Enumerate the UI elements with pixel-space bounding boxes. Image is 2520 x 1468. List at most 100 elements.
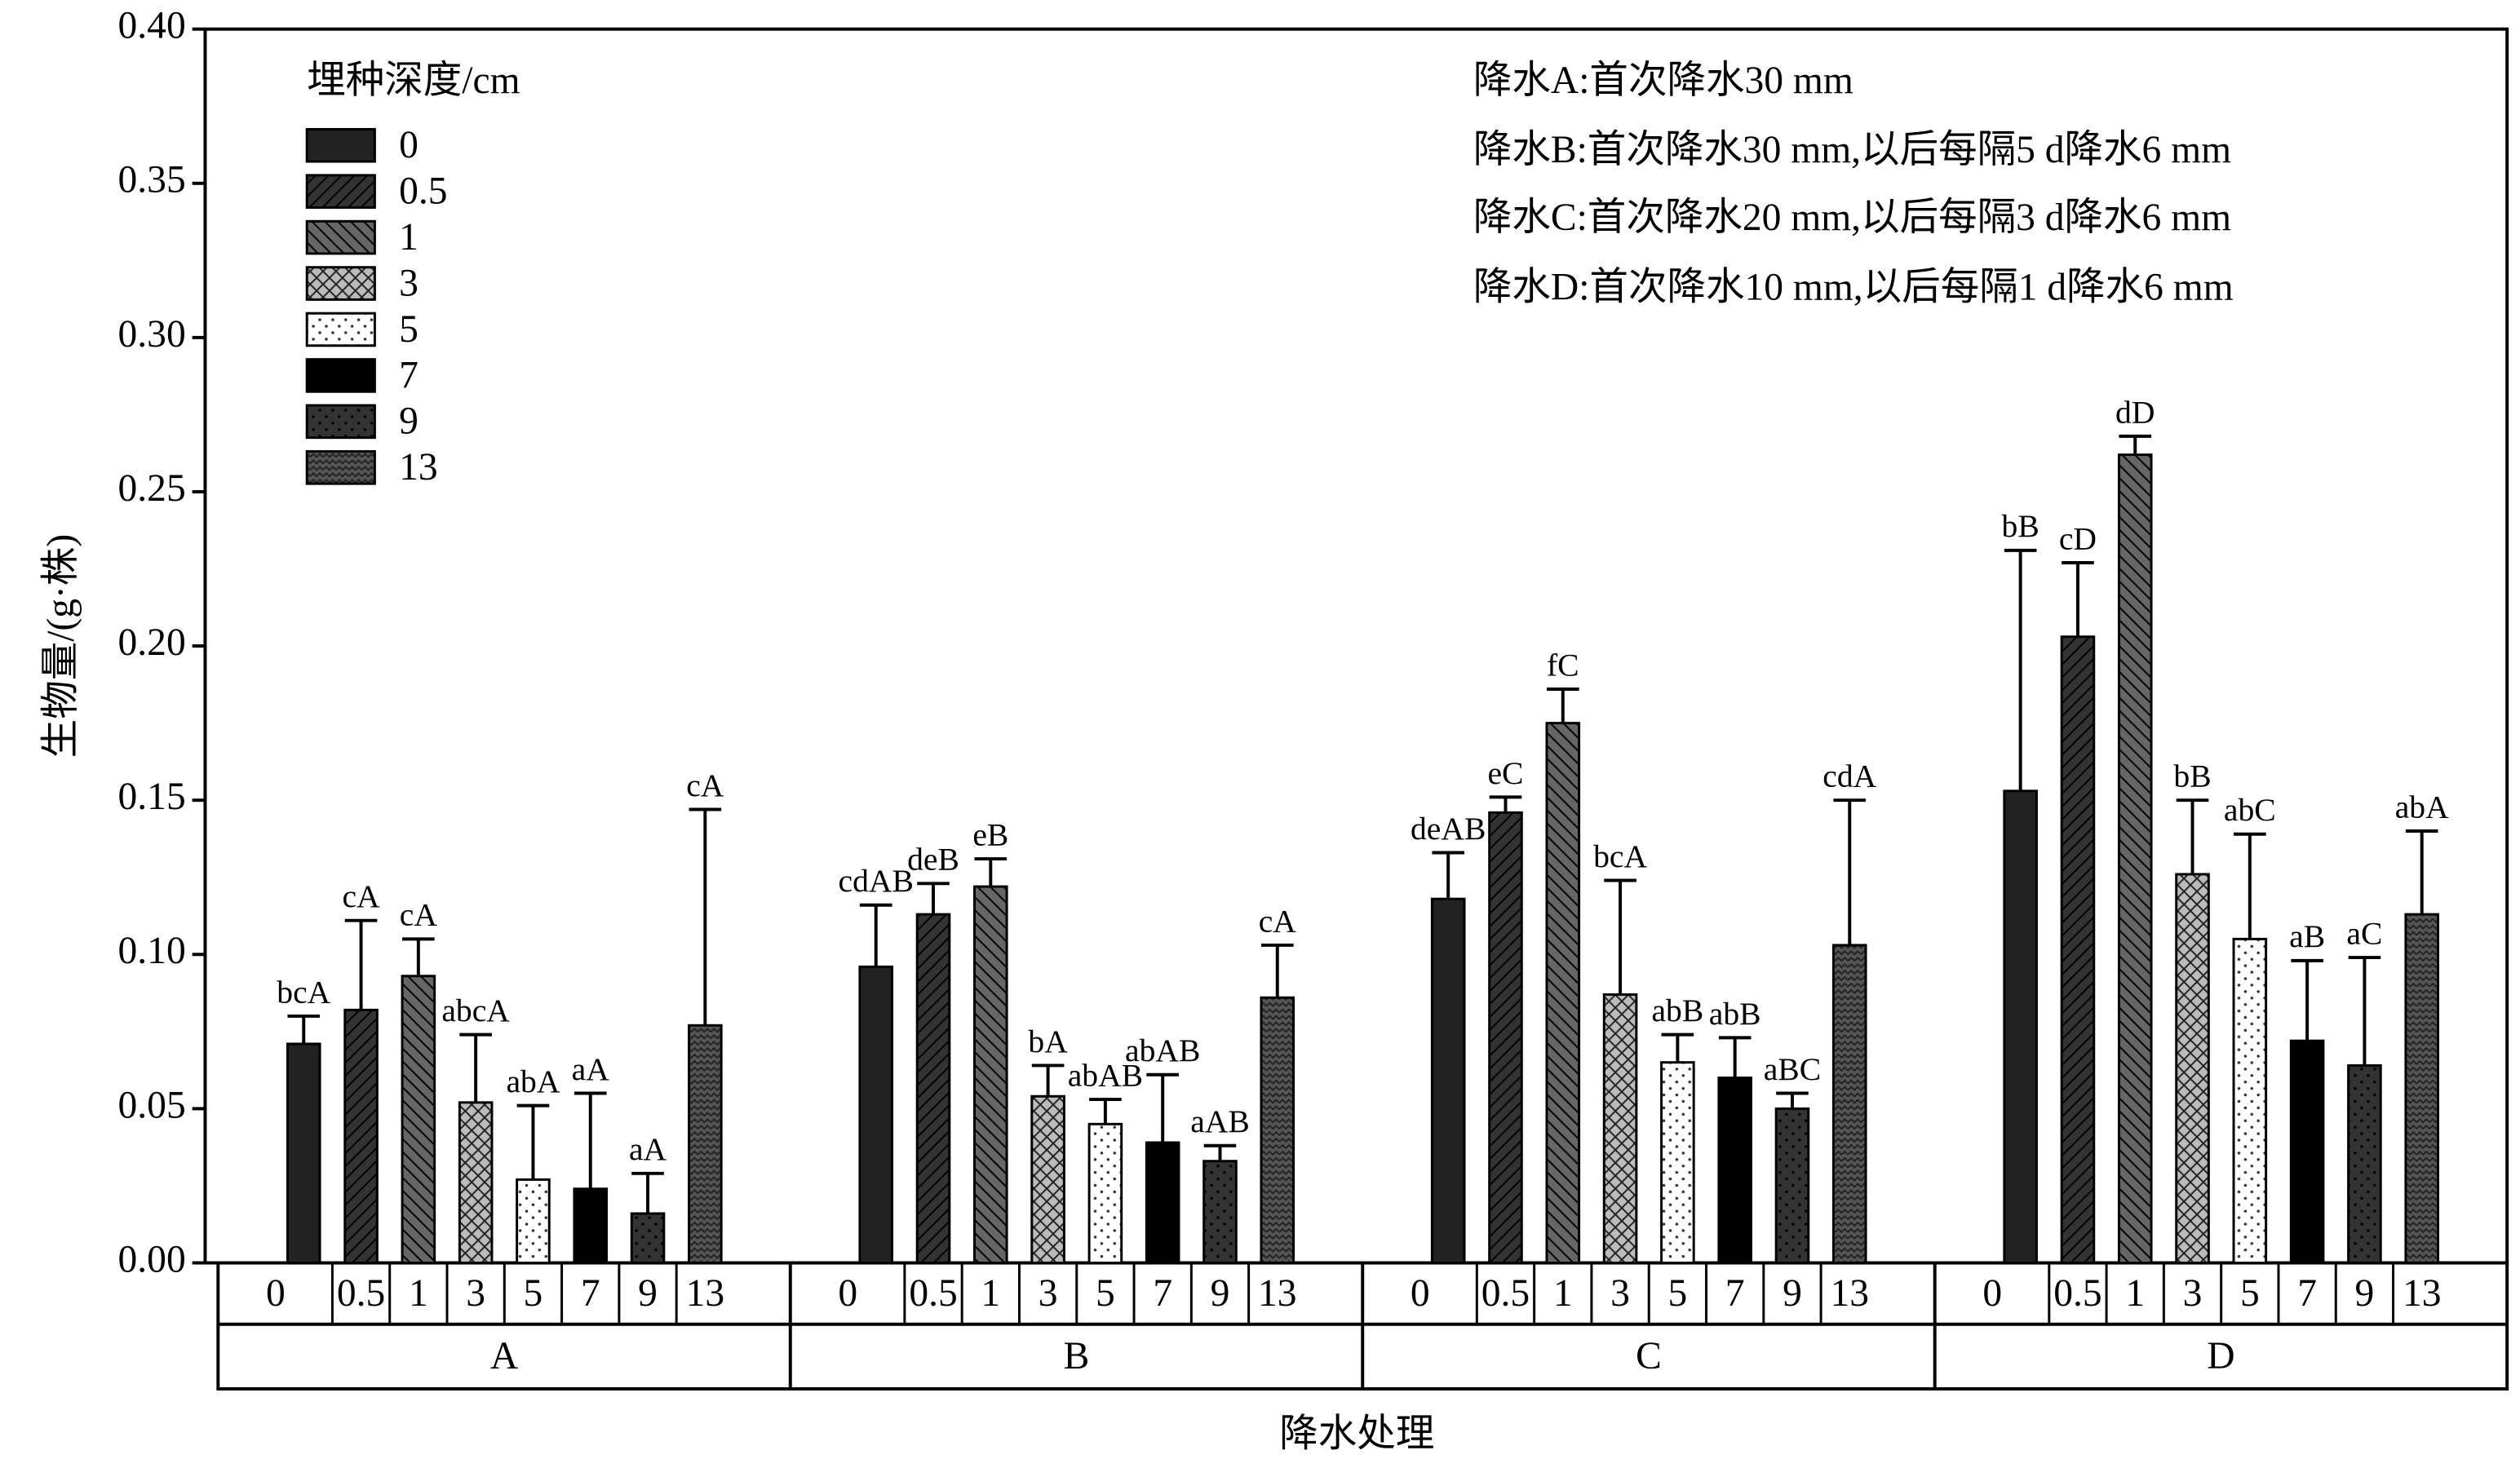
x-tick-label: 5: [1096, 1272, 1115, 1315]
bar: [516, 1178, 551, 1264]
significance-label: dD: [2115, 394, 2155, 430]
annotation: 降水C:首次降水20 mm,以后每隔3 d降水6 mm: [1473, 197, 2231, 239]
significance-label: abA: [2395, 789, 2449, 825]
annotation: 降水A:首次降水30 mm: [1473, 60, 1853, 102]
y-tick-label: 0.30: [118, 313, 186, 356]
bar: [2003, 789, 2038, 1264]
significance-label: abB: [1651, 993, 1703, 1028]
bar: [1202, 1160, 1238, 1264]
significance-label: aC: [2346, 915, 2382, 951]
legend-swatch: [305, 127, 376, 163]
x-tick-label: 3: [2183, 1272, 2203, 1315]
bar: [630, 1212, 666, 1264]
significance-label: abAB: [1125, 1032, 1200, 1068]
bar: [343, 1008, 379, 1264]
annotation: 降水D:首次降水10 mm,以后每隔1 d降水6 mm: [1473, 266, 2234, 308]
x-tick-label: 0: [1982, 1272, 2002, 1315]
significance-label: cdAB: [839, 863, 914, 899]
bar: [1145, 1141, 1180, 1264]
x-tick-label: 9: [1783, 1272, 1802, 1315]
bar: [401, 975, 436, 1264]
legend-label: 13: [399, 446, 438, 489]
legend-label: 9: [399, 400, 419, 443]
legend-label: 7: [399, 354, 419, 396]
x-tick-label: 3: [466, 1272, 485, 1315]
x-tick-label: 13: [686, 1272, 725, 1315]
x-tick-label: 0.5: [1481, 1272, 1530, 1315]
x-tick-label: 9: [638, 1272, 658, 1315]
x-group-label: C: [1636, 1335, 1662, 1377]
bar: [2289, 1039, 2325, 1264]
significance-label: abC: [2224, 792, 2276, 828]
legend-label: 3: [399, 262, 419, 304]
x-tick-label: 9: [1211, 1272, 1230, 1315]
bar: [1030, 1094, 1065, 1264]
bar: [2175, 873, 2210, 1264]
significance-label: abcA: [441, 993, 510, 1028]
bar: [1260, 996, 1295, 1264]
significance-label: deAB: [1411, 811, 1486, 847]
x-group-label: A: [490, 1335, 518, 1377]
y-tick-label: 0.15: [118, 776, 186, 818]
x-tick-label: 7: [2297, 1272, 2317, 1315]
significance-label: cA: [686, 767, 724, 803]
bar: [573, 1187, 609, 1264]
legend-label: 0: [399, 124, 419, 166]
x-tick-label: 1: [2125, 1272, 2145, 1315]
legend-label: 5: [399, 308, 419, 351]
x-tick-label: 3: [1610, 1272, 1630, 1315]
significance-label: abB: [1709, 996, 1761, 1032]
x-tick-label: 0: [1411, 1272, 1430, 1315]
x-axis-label: 降水处理: [1279, 1413, 1434, 1455]
bar: [2232, 937, 2268, 1264]
significance-label: aB: [2289, 918, 2325, 954]
significance-label: bcA: [1593, 838, 1647, 874]
legend-label: 0.5: [399, 170, 447, 213]
x-tick-label: 5: [1667, 1272, 1687, 1315]
x-tick-label: 7: [1725, 1272, 1745, 1315]
significance-label: aA: [629, 1131, 667, 1167]
x-group-label: D: [2207, 1335, 2234, 1377]
bar: [2060, 635, 2096, 1264]
y-tick-label: 0.35: [118, 159, 186, 201]
x-group-label: B: [1064, 1335, 1090, 1377]
significance-label: cD: [2059, 520, 2097, 556]
y-tick-label: 0.10: [118, 930, 186, 972]
bar: [458, 1101, 494, 1264]
significance-label: fC: [1547, 647, 1579, 683]
bar: [1831, 944, 1867, 1264]
x-tick-label: 3: [1039, 1272, 1058, 1315]
x-tick-label: 0.5: [909, 1272, 957, 1315]
significance-label: eB: [972, 816, 1008, 852]
significance-label: abA: [506, 1063, 560, 1099]
bar: [1602, 993, 1638, 1264]
legend-swatch: [305, 219, 376, 255]
bar: [973, 885, 1008, 1264]
significance-label: eC: [1487, 755, 1523, 791]
bar: [858, 965, 894, 1264]
x-tick-label: 1: [1553, 1272, 1573, 1315]
y-tick-label: 0.40: [118, 5, 186, 47]
significance-label: abAB: [1068, 1057, 1143, 1093]
bar: [286, 1042, 321, 1264]
significance-label: deB: [907, 842, 959, 878]
significance-label: aBC: [1764, 1051, 1821, 1087]
x-tick-label: 5: [524, 1272, 543, 1315]
bar: [915, 913, 951, 1264]
y-tick-label: 0.25: [118, 467, 186, 510]
legend-swatch: [305, 358, 376, 393]
x-tick-label: 13: [2403, 1272, 2442, 1315]
x-tick-label: 0: [266, 1272, 286, 1315]
x-tick-label: 9: [2355, 1272, 2375, 1315]
legend-label: 1: [399, 216, 419, 259]
significance-label: cA: [400, 897, 438, 933]
significance-label: aA: [572, 1051, 610, 1087]
legend-swatch: [305, 449, 376, 485]
x-tick-label: 13: [1258, 1272, 1297, 1315]
x-tick-label: 7: [1153, 1272, 1172, 1315]
y-axis-label: 生物量/(g·株): [40, 534, 82, 758]
bar: [1774, 1107, 1810, 1264]
y-tick-label: 0.20: [118, 621, 186, 664]
